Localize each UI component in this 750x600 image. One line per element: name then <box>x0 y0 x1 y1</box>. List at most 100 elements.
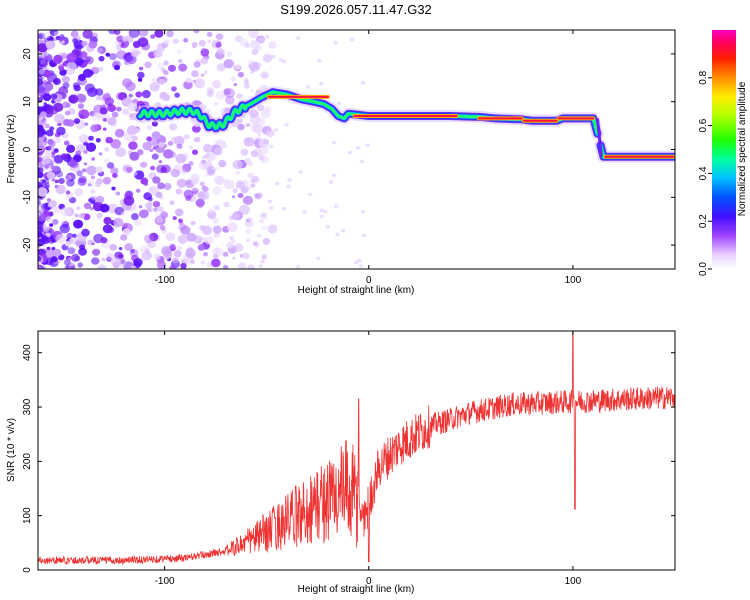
noise-blob <box>137 77 143 82</box>
noise-blob <box>174 208 184 217</box>
noise-blob <box>63 119 71 126</box>
noise-blob <box>106 256 112 262</box>
noise-blob <box>214 175 225 185</box>
noise-blob <box>140 161 148 168</box>
noise-blob <box>316 256 321 261</box>
noise-blob <box>271 54 276 59</box>
noise-blob <box>130 265 136 269</box>
noise-blob <box>149 82 160 92</box>
noise-blob <box>38 265 42 269</box>
noise-blob <box>121 36 128 42</box>
noise-blob <box>191 41 198 48</box>
noise-blob <box>48 105 59 115</box>
noise-blob <box>78 134 89 144</box>
noise-blob <box>45 216 52 222</box>
noise-blob <box>129 151 140 161</box>
noise-blob <box>163 182 172 191</box>
noise-blob <box>139 245 148 254</box>
noise-blob <box>260 212 268 219</box>
noise-blob <box>264 139 269 144</box>
noise-blob <box>91 257 100 265</box>
noise-blob <box>161 246 172 256</box>
noise-blob <box>347 150 352 155</box>
noise-blob <box>331 173 337 178</box>
noise-blob <box>153 253 161 261</box>
noise-blob <box>149 148 154 153</box>
x-tick-label: -100 <box>155 576 175 587</box>
y-tick-label: 20 <box>22 48 33 60</box>
noise-blob <box>115 147 127 158</box>
noise-blob <box>198 40 206 47</box>
noise-blob <box>267 224 278 234</box>
noise-blob <box>205 173 209 177</box>
noise-blob <box>203 70 208 75</box>
noise-blob <box>114 128 125 138</box>
noise-blob <box>161 228 167 234</box>
noise-blob <box>38 187 48 197</box>
noise-blob <box>128 30 140 38</box>
noise-blob <box>268 206 274 210</box>
noise-blob <box>91 242 95 246</box>
noise-blob <box>52 77 61 86</box>
noise-blob <box>203 251 208 257</box>
noise-blob <box>66 52 77 63</box>
noise-blob <box>141 90 151 99</box>
noise-blob <box>247 217 252 221</box>
noise-blob <box>116 35 124 43</box>
noise-blob <box>349 37 355 42</box>
noise-blob <box>151 131 161 140</box>
noise-blob <box>77 177 87 186</box>
noise-blob <box>83 149 88 154</box>
noise-blob <box>215 90 226 100</box>
noise-blob <box>55 234 66 244</box>
noise-blob <box>135 188 141 193</box>
noise-blob <box>66 178 75 187</box>
noise-blob <box>250 89 254 93</box>
noise-blob <box>190 259 196 264</box>
noise-blob <box>175 188 183 195</box>
noise-blob <box>193 30 200 34</box>
noise-blob <box>247 139 251 143</box>
noise-blob <box>96 178 103 185</box>
colorbar-gradient <box>712 30 736 269</box>
noise-blob <box>257 133 262 137</box>
noise-blob <box>127 102 138 111</box>
noise-blob <box>42 80 48 85</box>
noise-blob <box>111 186 116 191</box>
noise-blob <box>65 174 72 181</box>
noise-blob <box>193 235 203 244</box>
noise-blob <box>38 249 45 256</box>
noise-blob <box>162 94 171 101</box>
noise-blob <box>286 184 291 189</box>
noise-blob <box>122 164 133 174</box>
noise-blob <box>358 264 364 268</box>
noise-blob <box>116 106 122 112</box>
noise-blob <box>261 225 267 231</box>
noise-blob <box>216 63 226 72</box>
noise-blob <box>128 141 138 150</box>
noise-blob <box>245 228 252 235</box>
noise-blob <box>89 110 96 117</box>
noise-blob <box>308 192 313 197</box>
noise-blob <box>216 167 220 170</box>
noise-blob <box>167 140 174 146</box>
noise-blob <box>137 71 145 79</box>
noise-blob <box>214 139 226 150</box>
noise-blob <box>362 233 367 238</box>
noise-blob <box>38 197 41 202</box>
noise-blob <box>260 155 270 164</box>
noise-blob <box>113 190 120 196</box>
noise-blob <box>78 175 87 184</box>
noise-blob <box>223 144 227 148</box>
noise-blob <box>355 145 361 150</box>
noise-blob <box>249 109 259 118</box>
noise-blob <box>79 51 88 59</box>
noise-blob <box>91 157 96 161</box>
noise-blob <box>265 35 270 39</box>
snr-series-line <box>38 331 675 566</box>
noise-blob <box>273 128 279 132</box>
noise-blob <box>137 30 149 37</box>
noise-blob <box>226 51 233 57</box>
noise-blob <box>86 165 97 176</box>
noise-blob <box>365 143 370 148</box>
